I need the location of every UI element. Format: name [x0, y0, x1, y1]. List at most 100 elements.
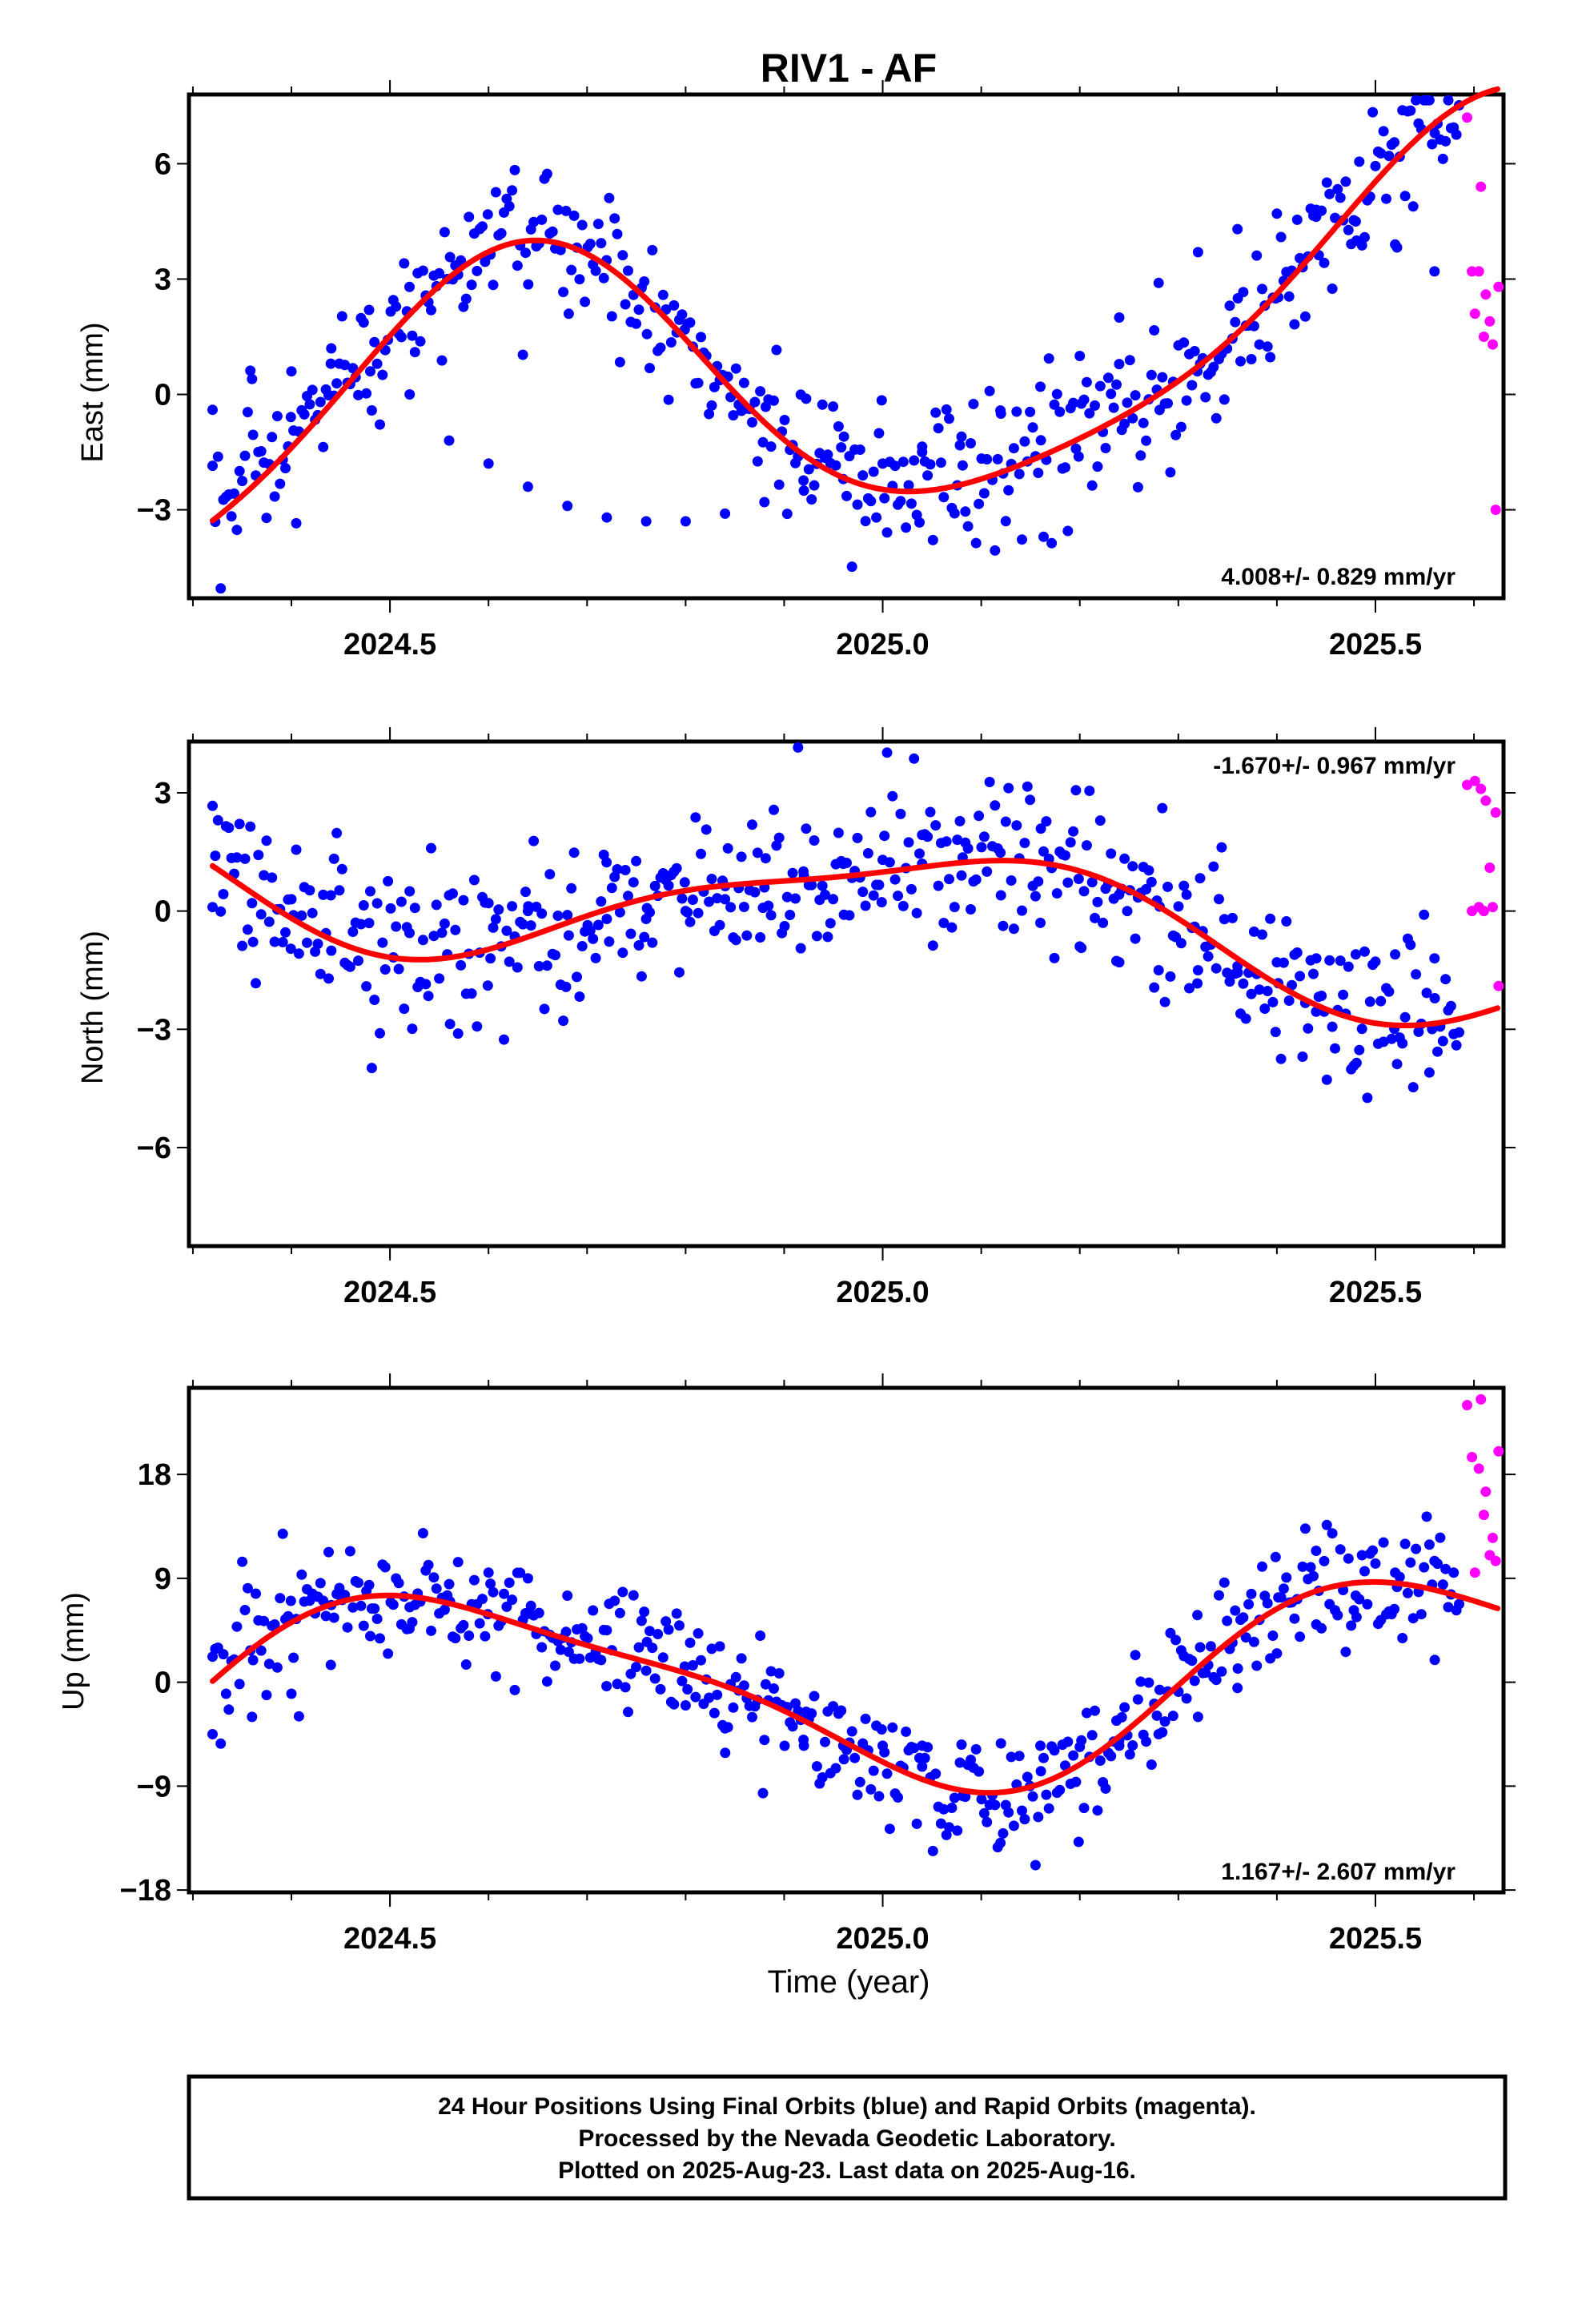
north-final-point: [1175, 938, 1186, 949]
east-final-point: [1178, 337, 1190, 348]
north-final-point: [1287, 979, 1297, 991]
up-final-point: [509, 1684, 520, 1695]
north-final-point: [466, 988, 477, 999]
north-final-point: [255, 909, 267, 920]
north-final-point: [1143, 865, 1154, 876]
up-final-point: [677, 1675, 688, 1687]
east-final-point: [528, 216, 540, 227]
up-final-point: [1092, 1805, 1103, 1816]
up-final-point: [652, 1629, 664, 1639]
north-final-point: [1127, 861, 1138, 872]
up-final-point: [1367, 1545, 1379, 1556]
east-final-point: [1035, 381, 1046, 392]
east-final-point: [1181, 395, 1192, 406]
east-final-point: [771, 344, 782, 356]
north-final-point: [617, 947, 628, 959]
up-final-point: [499, 1588, 509, 1599]
up-final-point: [911, 1818, 922, 1829]
north-final-point: [456, 959, 467, 971]
north-final-point: [1383, 986, 1395, 997]
up-final-point: [1281, 1572, 1292, 1583]
north-final-point: [962, 843, 974, 854]
up-final-point: [773, 1668, 785, 1679]
east-final-point: [1271, 208, 1283, 219]
north-final-point: [887, 790, 898, 802]
footer-line-3: Plotted on 2025-Aug-23. Last data on 202…: [558, 2157, 1136, 2184]
east-final-point: [949, 508, 960, 519]
up-final-point: [779, 1740, 790, 1751]
up-final-point: [563, 1647, 574, 1658]
up-final-point: [1041, 1789, 1052, 1800]
east-final-point: [207, 460, 218, 472]
north-final-point: [933, 880, 944, 891]
up-final-point: [485, 1578, 496, 1590]
north-final-point: [671, 862, 682, 874]
up-final-point: [525, 1600, 536, 1611]
north-final-point: [1275, 1053, 1287, 1064]
up-final-point: [1370, 1558, 1381, 1569]
north-final-point: [1262, 986, 1273, 996]
east-final-point: [483, 458, 494, 469]
north-final-point: [903, 837, 914, 848]
east-final-point: [560, 205, 572, 216]
east-final-point: [879, 493, 890, 504]
up-final-point: [417, 1528, 428, 1538]
up-final-point: [263, 1659, 275, 1670]
east-final-point: [1074, 351, 1086, 361]
east-final-point: [1232, 223, 1243, 235]
north-final-point: [1437, 1035, 1448, 1047]
east-final-point: [803, 464, 814, 475]
east-final-point: [1262, 341, 1273, 352]
east-final-point: [464, 211, 475, 223]
east-final-point: [1092, 461, 1103, 472]
up-final-point: [1019, 1814, 1030, 1825]
up-final-point: [259, 1615, 270, 1626]
up-final-point: [1211, 1675, 1222, 1686]
up-final-point: [477, 1594, 488, 1605]
east-final-point: [749, 396, 761, 408]
chart-title: RIV1 - AF: [761, 46, 937, 90]
east-final-point: [1189, 346, 1200, 356]
up-final-point: [601, 1681, 612, 1691]
north-final-point: [247, 898, 258, 909]
north-final-point: [315, 968, 326, 979]
up-final-point: [541, 1676, 552, 1687]
up-final-point: [515, 1567, 526, 1578]
up-x-tick-label: 2025.5: [1329, 1922, 1422, 1956]
north-final-point: [1429, 953, 1440, 964]
up-final-point: [876, 1724, 887, 1735]
north-final-point: [310, 946, 321, 957]
north-final-point: [1211, 963, 1222, 974]
up-final-point: [1141, 1736, 1152, 1747]
north-final-point: [223, 822, 235, 834]
up-final-point: [704, 1692, 715, 1703]
up-final-point: [387, 1599, 399, 1610]
north-final-point: [501, 925, 512, 936]
north-final-point: [1065, 837, 1076, 848]
east-final-point: [299, 408, 310, 420]
north-final-point: [1038, 846, 1049, 857]
north-final-point: [1041, 816, 1052, 827]
up-final-point: [830, 1763, 841, 1774]
north-final-point: [1291, 947, 1303, 958]
east-final-point: [1230, 316, 1241, 328]
up-final-point: [1415, 1609, 1427, 1620]
up-final-point: [1275, 1592, 1287, 1603]
up-final-point: [1086, 1730, 1098, 1741]
up-final-point: [1170, 1634, 1182, 1646]
up-final-point: [820, 1736, 830, 1747]
east-final-point: [207, 404, 218, 416]
up-final-point: [450, 1633, 461, 1644]
east-final-point: [574, 274, 585, 285]
up-final-point: [690, 1691, 701, 1703]
east-final-point: [1127, 412, 1138, 424]
up-final-point: [798, 1740, 809, 1751]
up-final-point: [649, 1673, 661, 1684]
north-final-point: [407, 1023, 418, 1035]
north-final-point: [1084, 786, 1095, 796]
up-final-point: [685, 1637, 696, 1648]
north-final-point: [544, 869, 556, 880]
up-final-point: [247, 1711, 258, 1723]
east-final-point: [1033, 468, 1044, 478]
up-final-point: [909, 1743, 920, 1754]
